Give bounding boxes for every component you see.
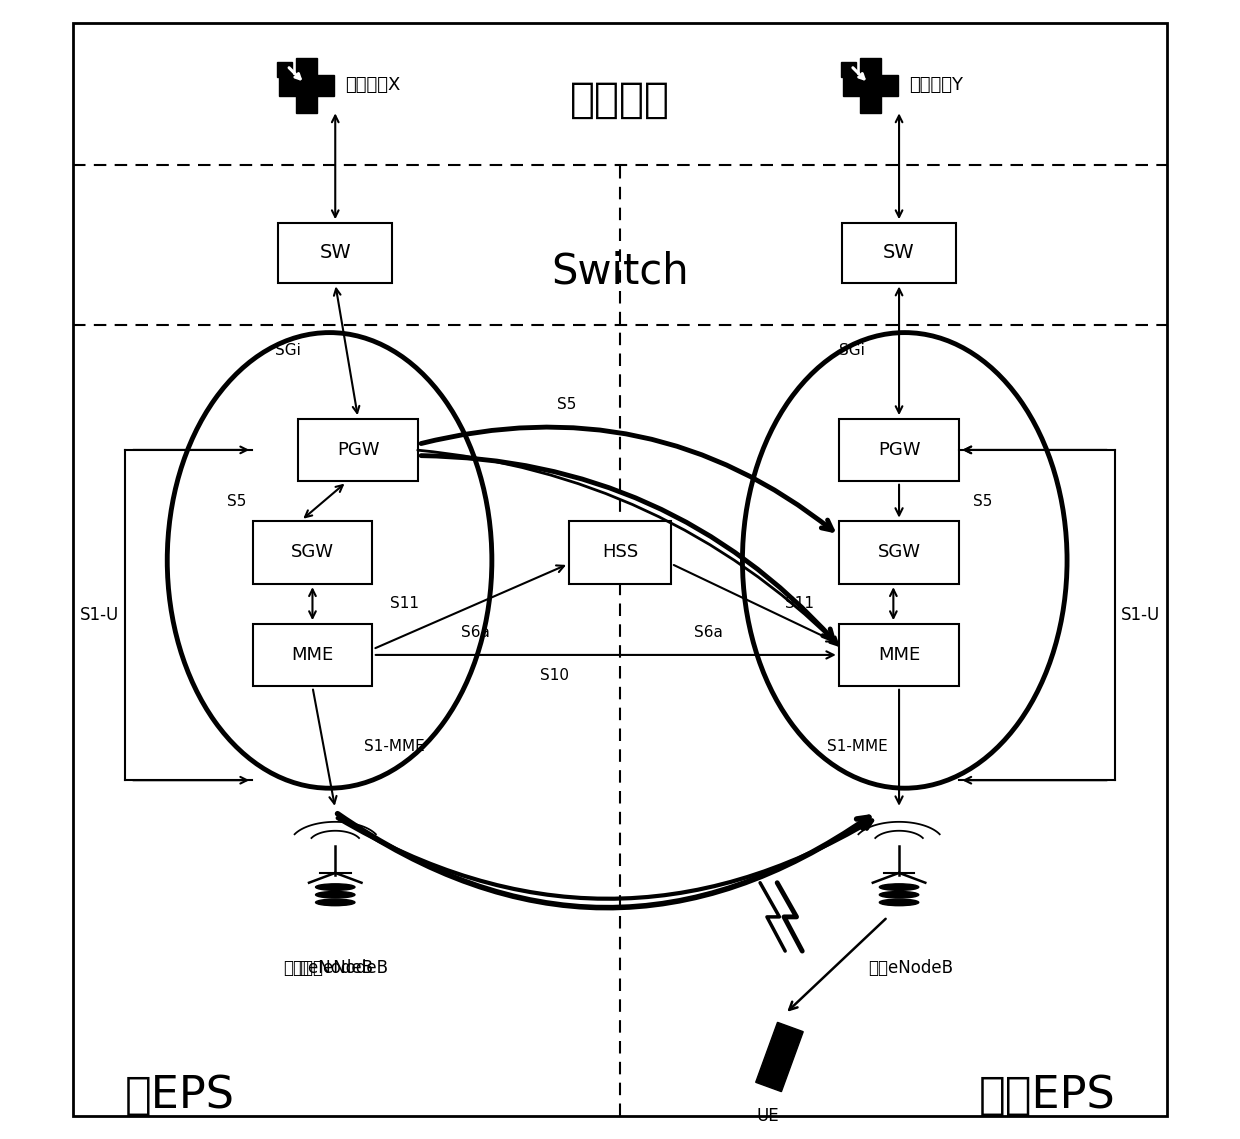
Text: 业务系统eNodeB: 业务系统eNodeB (283, 959, 388, 977)
Text: S1-U: S1-U (79, 606, 119, 624)
Text: SW: SW (320, 244, 351, 262)
Ellipse shape (315, 884, 355, 891)
FancyBboxPatch shape (253, 624, 372, 686)
Text: PGW: PGW (337, 441, 379, 459)
Ellipse shape (315, 892, 355, 898)
Text: SGi: SGi (839, 343, 864, 359)
FancyBboxPatch shape (278, 222, 392, 282)
FancyBboxPatch shape (569, 522, 671, 584)
Text: S5: S5 (227, 493, 247, 509)
Text: SGW: SGW (878, 543, 920, 562)
Text: S6a: S6a (694, 624, 723, 640)
Text: 目标eNodeB: 目标eNodeB (868, 959, 954, 977)
Ellipse shape (879, 899, 919, 906)
Ellipse shape (315, 899, 355, 906)
FancyBboxPatch shape (299, 418, 418, 481)
FancyBboxPatch shape (839, 624, 959, 686)
Text: 业务系统Y: 业务系统Y (909, 76, 963, 95)
FancyBboxPatch shape (839, 418, 959, 481)
Text: 业务系统X: 业务系统X (346, 76, 401, 95)
Ellipse shape (879, 884, 919, 891)
FancyBboxPatch shape (839, 522, 959, 584)
Text: 目标EPS: 目标EPS (978, 1074, 1116, 1117)
Bar (279, 75, 334, 96)
Bar (841, 63, 856, 77)
Bar (277, 63, 291, 77)
Text: HSS: HSS (601, 543, 639, 562)
Text: S1-MME: S1-MME (363, 738, 424, 754)
Text: S1-U: S1-U (1121, 606, 1161, 624)
Text: UE: UE (756, 1107, 780, 1125)
Text: S5: S5 (557, 396, 577, 412)
Bar (843, 75, 898, 96)
Text: S1-MME: S1-MME (827, 738, 888, 754)
FancyBboxPatch shape (842, 222, 956, 282)
Text: 业务系统: 业务系统 (570, 80, 670, 121)
Text: Switch: Switch (552, 251, 688, 292)
Text: S11: S11 (389, 596, 419, 612)
Text: S10: S10 (541, 667, 569, 683)
Text: PGW: PGW (878, 441, 920, 459)
Text: MME: MME (291, 646, 334, 664)
Text: S5: S5 (973, 493, 992, 509)
Text: 源EPS: 源EPS (124, 1074, 234, 1117)
Ellipse shape (879, 892, 919, 898)
FancyBboxPatch shape (253, 522, 372, 584)
Text: SGi: SGi (275, 343, 301, 359)
Text: 源eNodeB: 源eNodeB (298, 959, 373, 977)
Text: MME: MME (878, 646, 920, 664)
Text: S6a: S6a (460, 624, 490, 640)
Text: SGW: SGW (291, 543, 334, 562)
Bar (296, 58, 317, 113)
Text: SW: SW (883, 244, 915, 262)
Text: S11: S11 (785, 596, 813, 612)
Bar (861, 58, 880, 113)
Polygon shape (755, 1023, 804, 1091)
